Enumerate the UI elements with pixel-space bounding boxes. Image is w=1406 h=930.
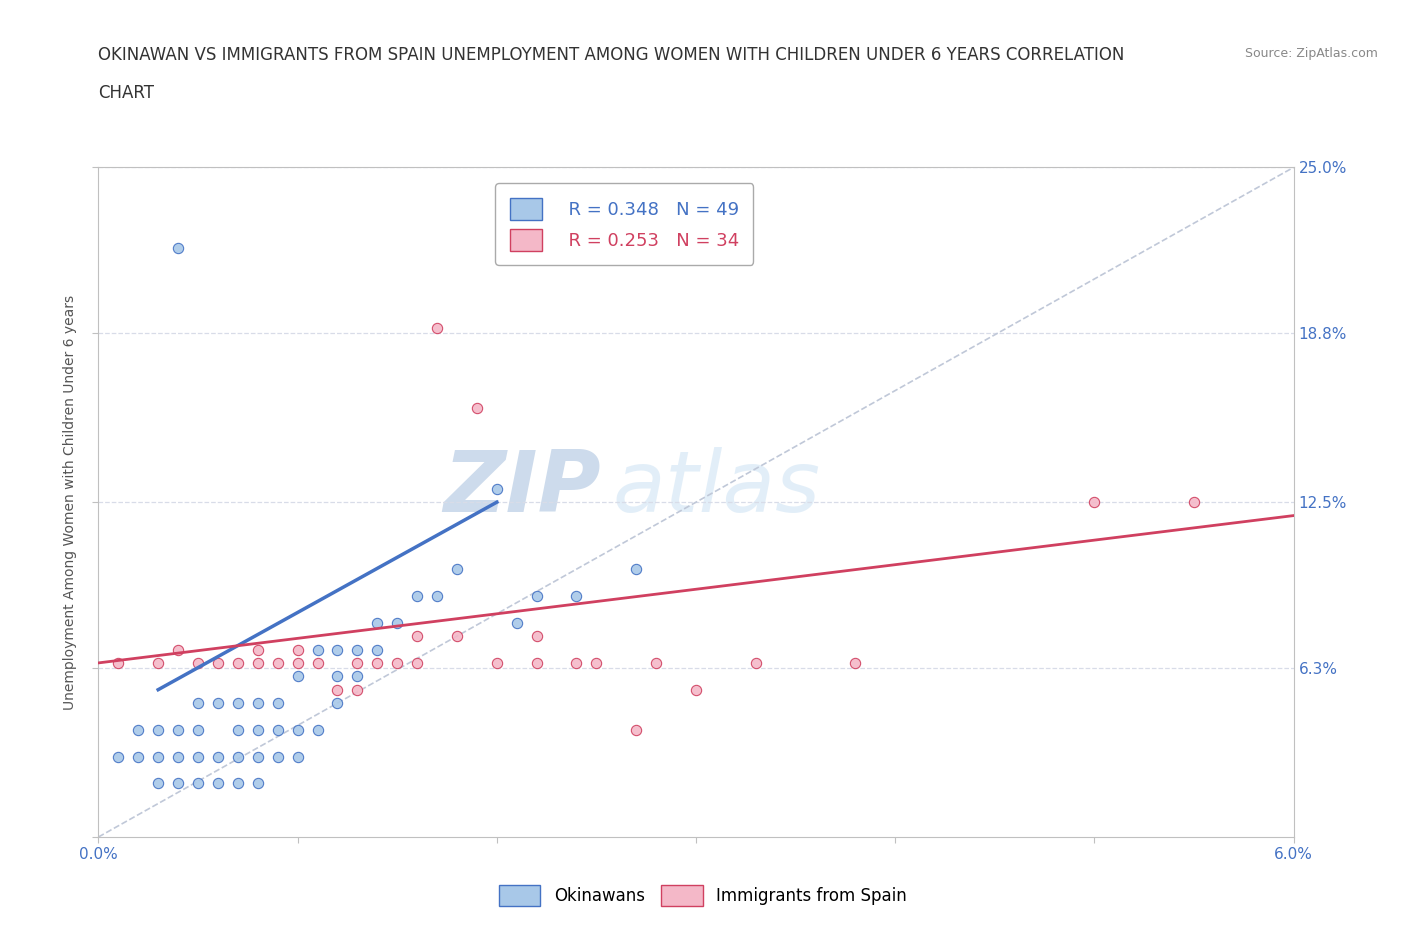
Point (307, 656, 329, 671)
Point (485, 656, 508, 671)
Point (148, 723, 170, 737)
Point (107, 656, 129, 671)
Point (246, 750, 269, 764)
Point (526, 656, 548, 671)
Point (307, 723, 329, 737)
Point (385, 616, 409, 631)
Legend:   R = 0.348   N = 49,   R = 0.253   N = 34: R = 0.348 N = 49, R = 0.253 N = 34 (495, 183, 754, 265)
Point (167, 776, 190, 790)
Text: Source: ZipAtlas.com: Source: ZipAtlas.com (1244, 46, 1378, 60)
Point (187, 776, 209, 790)
Point (287, 669, 309, 684)
Point (127, 723, 149, 737)
Point (485, 482, 508, 497)
Point (406, 629, 429, 644)
Text: ZIP: ZIP (443, 447, 600, 530)
Point (226, 776, 249, 790)
Text: atlas: atlas (613, 447, 820, 530)
Point (187, 750, 209, 764)
Point (346, 642, 368, 657)
Point (346, 656, 368, 671)
Point (446, 562, 468, 577)
Point (127, 750, 149, 764)
Point (246, 696, 269, 711)
Point (207, 696, 229, 711)
Point (685, 683, 707, 698)
Point (246, 642, 269, 657)
Point (385, 656, 409, 671)
Point (226, 656, 249, 671)
Point (745, 656, 768, 671)
Point (267, 750, 290, 764)
Point (267, 656, 290, 671)
Point (246, 723, 269, 737)
Point (167, 750, 190, 764)
Point (187, 723, 209, 737)
Point (287, 656, 309, 671)
Point (148, 776, 170, 790)
Point (267, 723, 290, 737)
Point (626, 723, 648, 737)
Point (246, 656, 269, 671)
Point (287, 723, 309, 737)
Point (366, 656, 388, 671)
Point (844, 656, 866, 671)
Point (1083, 495, 1105, 510)
Point (645, 656, 668, 671)
Point (307, 642, 329, 657)
Point (207, 656, 229, 671)
Y-axis label: Unemployment Among Women with Children Under 6 years: Unemployment Among Women with Children U… (63, 295, 77, 710)
Point (406, 589, 429, 604)
Point (366, 616, 388, 631)
Point (346, 669, 368, 684)
Point (287, 750, 309, 764)
Point (565, 589, 588, 604)
Point (226, 723, 249, 737)
Point (207, 750, 229, 764)
Point (187, 696, 209, 711)
Point (426, 321, 449, 336)
Point (446, 629, 468, 644)
Point (346, 683, 368, 698)
Point (226, 696, 249, 711)
Point (167, 723, 190, 737)
Legend: Okinawans, Immigrants from Spain: Okinawans, Immigrants from Spain (492, 879, 914, 912)
Point (187, 656, 209, 671)
Point (426, 589, 449, 604)
Point (326, 683, 349, 698)
Point (366, 642, 388, 657)
Point (246, 776, 269, 790)
Point (506, 616, 529, 631)
Point (148, 750, 170, 764)
Point (287, 642, 309, 657)
Point (585, 656, 607, 671)
Point (167, 240, 190, 255)
Point (226, 750, 249, 764)
Point (207, 776, 229, 790)
Point (526, 629, 548, 644)
Text: OKINAWAN VS IMMIGRANTS FROM SPAIN UNEMPLOYMENT AMONG WOMEN WITH CHILDREN UNDER 6: OKINAWAN VS IMMIGRANTS FROM SPAIN UNEMPL… (98, 46, 1125, 64)
Point (526, 589, 548, 604)
Point (406, 656, 429, 671)
Point (465, 401, 488, 416)
Point (1182, 495, 1205, 510)
Point (148, 656, 170, 671)
Point (626, 562, 648, 577)
Point (326, 669, 349, 684)
Point (326, 696, 349, 711)
Point (167, 642, 190, 657)
Point (107, 750, 129, 764)
Text: CHART: CHART (98, 84, 155, 101)
Point (267, 696, 290, 711)
Point (565, 656, 588, 671)
Point (326, 642, 349, 657)
